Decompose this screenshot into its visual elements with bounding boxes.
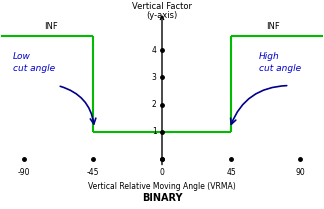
Text: 45: 45 <box>226 168 236 177</box>
Text: (y-axis): (y-axis) <box>146 11 178 20</box>
Text: -90: -90 <box>17 168 30 177</box>
Text: cut angle: cut angle <box>259 64 301 73</box>
Text: cut angle: cut angle <box>13 64 55 73</box>
Text: 4: 4 <box>152 46 156 55</box>
Text: Vertical Factor: Vertical Factor <box>132 1 192 10</box>
Text: 0: 0 <box>159 168 165 177</box>
Text: 1: 1 <box>152 127 156 136</box>
Text: 3: 3 <box>152 73 156 82</box>
Text: High: High <box>259 52 280 61</box>
Text: 90: 90 <box>295 168 305 177</box>
Text: 2: 2 <box>152 100 156 109</box>
Text: BINARY: BINARY <box>142 193 182 203</box>
Text: INF: INF <box>44 22 58 31</box>
Text: INF: INF <box>266 22 280 31</box>
Text: Low: Low <box>13 52 31 61</box>
Text: -45: -45 <box>87 168 99 177</box>
Text: Vertical Relative Moving Angle (VRMA): Vertical Relative Moving Angle (VRMA) <box>88 182 236 191</box>
